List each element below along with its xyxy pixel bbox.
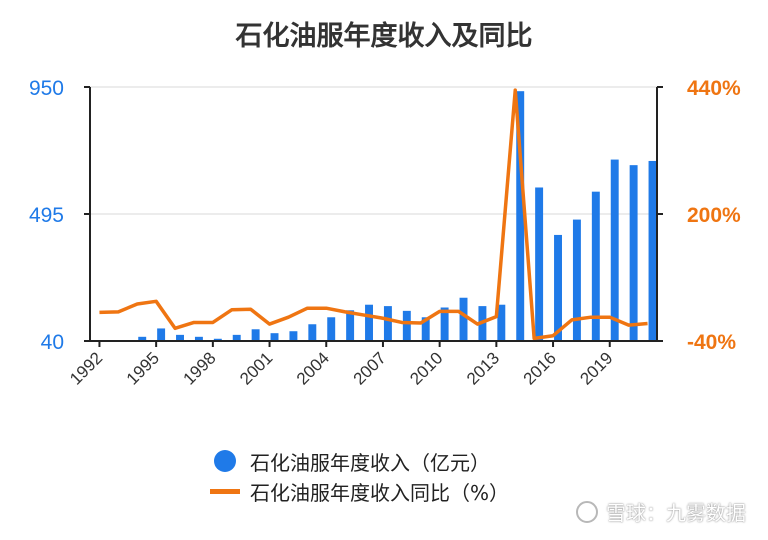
watermark: 雪球：九雾数据 [576, 497, 746, 526]
bar [157, 328, 166, 341]
bar [591, 191, 600, 341]
bar [194, 336, 203, 341]
x-tick-label: 2016 [520, 348, 560, 388]
bar [535, 187, 544, 341]
left-tick-label: 950 [29, 77, 64, 100]
bar [213, 338, 222, 341]
x-tick-label: 1992 [66, 348, 106, 388]
snowball-logo-icon [576, 500, 598, 523]
legend: 石化油服年度收入（亿元） 石化油服年度收入同比（%） [210, 446, 509, 506]
left-tick-label: 40 [41, 331, 64, 354]
x-tick-label: 1998 [179, 348, 219, 388]
bar [346, 310, 355, 341]
legend-item-yoy[interactable]: 石化油服年度收入同比（%） [210, 476, 509, 506]
x-tick-label: 2007 [350, 348, 390, 388]
bar [648, 160, 657, 341]
bar [421, 317, 430, 341]
chart-title: 石化油服年度收入及同比 [235, 21, 533, 52]
bar [365, 304, 373, 341]
legend-label-revenue: 石化油服年度收入（亿元） [250, 450, 490, 475]
x-tick-label: 2019 [576, 348, 616, 388]
bar [572, 219, 581, 341]
legend-label-yoy: 石化油服年度收入同比（%） [250, 480, 510, 505]
x-tick-label: 2013 [463, 348, 503, 388]
legend-item-revenue[interactable]: 石化油服年度收入（亿元） [210, 446, 509, 476]
right-tick-label: 200% [687, 204, 741, 227]
bar [308, 324, 317, 341]
bar [440, 307, 449, 341]
bar [554, 234, 562, 341]
x-tick-label: 1995 [123, 348, 163, 388]
bar [138, 336, 147, 341]
bar [610, 159, 619, 341]
bar [516, 91, 525, 341]
right-tick-label: 440% [687, 77, 741, 100]
watermark-text: 雪球：九雾数据 [606, 501, 746, 525]
bar [270, 333, 279, 341]
bar [327, 317, 336, 341]
bar [176, 334, 184, 341]
left-tick-label: 495 [29, 204, 64, 227]
x-tick-label: 2010 [406, 348, 446, 388]
bar [402, 310, 411, 341]
legend-line-swatch [210, 488, 240, 494]
bar [459, 297, 468, 341]
bar [383, 306, 392, 341]
yoy-line [99, 88, 648, 341]
right-tick-label: -40% [687, 331, 736, 354]
legend-bar-swatch [214, 450, 236, 472]
bar [251, 329, 260, 341]
x-tick-label: 2004 [293, 348, 333, 388]
bar [629, 165, 638, 341]
x-tick-label: 2001 [236, 348, 276, 388]
bar [232, 334, 241, 341]
bar [497, 304, 506, 341]
bar [289, 331, 298, 341]
